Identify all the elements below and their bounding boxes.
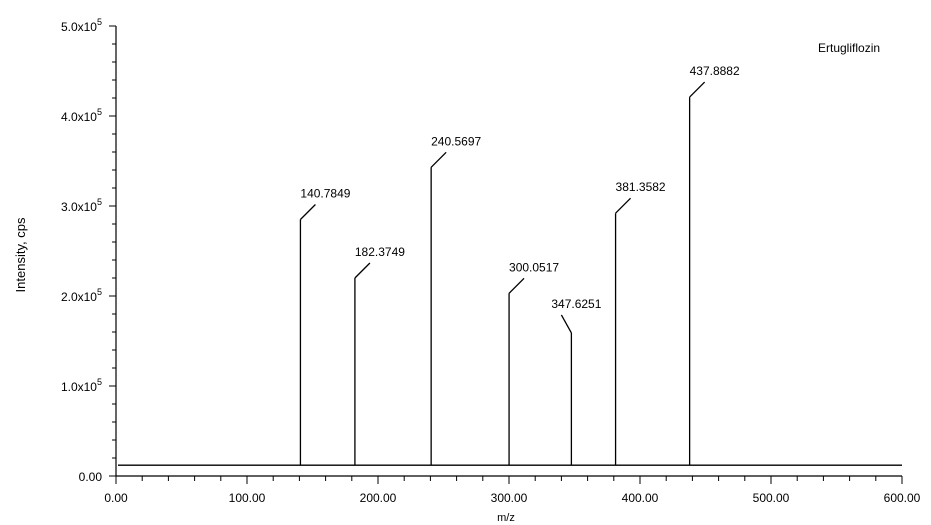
peak-label: 300.0517 xyxy=(509,260,559,274)
x-tick-label: 0.00 xyxy=(104,491,128,505)
peak-leader xyxy=(615,197,632,214)
peak-label: 347.6251 xyxy=(551,297,601,311)
x-tick-label: 500.00 xyxy=(753,491,790,505)
peak-leader xyxy=(560,314,572,334)
y-tick-label: 5.0x105 xyxy=(61,17,102,34)
peak-label: 437.8882 xyxy=(690,64,740,78)
y-tick-label: 2.0x105 xyxy=(61,287,102,304)
compound-annotation: Ertugliflozin xyxy=(818,41,880,55)
y-tick-label: 0.00 xyxy=(79,470,103,484)
x-tick-label: 400.00 xyxy=(622,491,659,505)
peak-leader xyxy=(299,204,316,220)
x-tick-label: 300.00 xyxy=(491,491,528,505)
peak-label: 182.3749 xyxy=(355,245,405,259)
peak-label: 381.3582 xyxy=(616,180,666,194)
x-tick-label: 100.00 xyxy=(229,491,266,505)
y-axis-ticks: 0.00 1.0x105 2.0x105 3.0x105 4.0x105 5.0x105 xyxy=(61,17,116,484)
peak-leader xyxy=(354,262,371,279)
peak-group: 140.7849 182.3749 240.5697 300.0517 347.6251… xyxy=(118,64,902,466)
x-axis-title: m/z xyxy=(497,512,515,524)
y-tick-label: 1.0x105 xyxy=(61,377,102,394)
peak-leader xyxy=(508,277,525,294)
y-tick-label: 4.0x105 xyxy=(61,107,102,124)
peak-leader xyxy=(689,81,706,98)
peak-label: 240.5697 xyxy=(431,134,481,148)
x-axis-ticks: 0.00 100.00 200.00 300.00 400.00 500.00 600.00 xyxy=(104,476,921,505)
x-tick-label: 200.00 xyxy=(360,491,397,505)
peak-label: 140.7849 xyxy=(300,187,350,201)
x-tick-label: 600.00 xyxy=(884,491,921,505)
peak-leader xyxy=(430,151,447,168)
y-tick-label: 3.0x105 xyxy=(61,197,102,214)
y-axis-title: Intensity, cps xyxy=(13,217,28,292)
